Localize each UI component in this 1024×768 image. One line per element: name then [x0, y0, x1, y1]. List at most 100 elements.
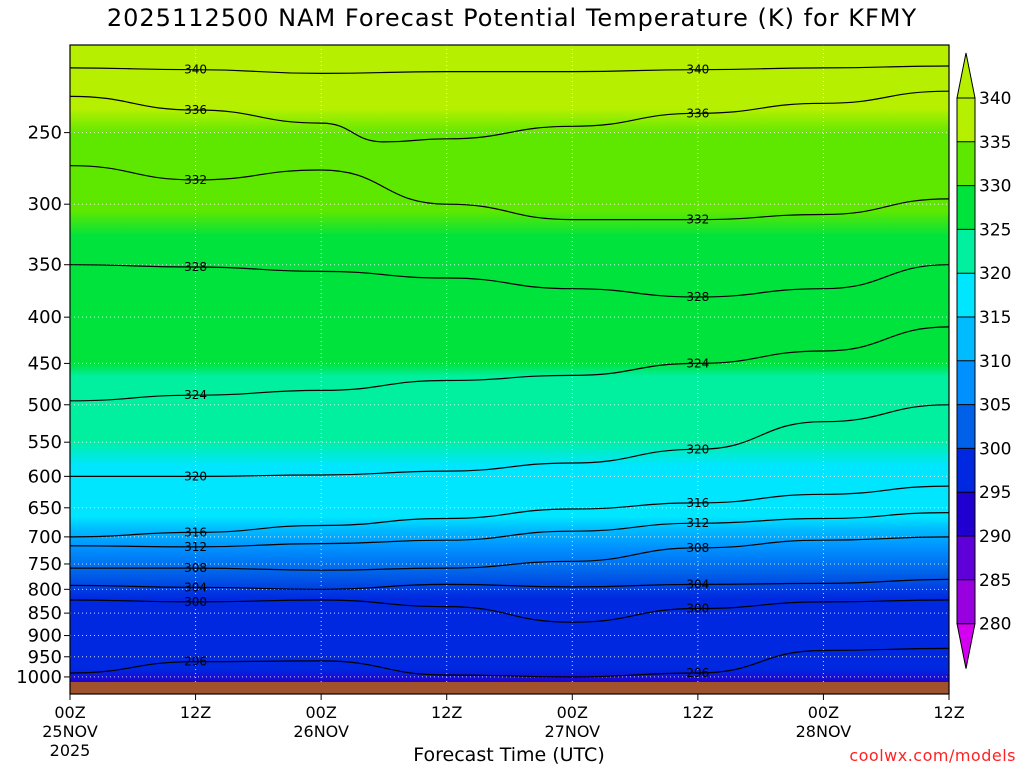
colorbar-label-305: 305 — [979, 396, 1011, 416]
contour-336 — [70, 90, 949, 143]
x-tick-label-0-2: 25NOV — [42, 722, 98, 741]
colorbar-swatch-6 — [957, 360, 975, 405]
contour-label-312-0: 312 — [184, 540, 207, 554]
x-tick-label-36-1: 12Z — [431, 703, 462, 722]
contours: 340 340 336 336 332 332 328 328 324 324 320 320 316 3… — [70, 63, 949, 680]
credit-text[interactable]: coolwx.com/models — [849, 746, 1016, 765]
colorbar-swatch-9 — [957, 492, 975, 536]
colorbar-label-310: 310 — [979, 352, 1011, 372]
x-tick-label-0-3: 2025 — [50, 741, 91, 760]
contour-312 — [70, 512, 949, 548]
contour-label-316-1: 316 — [686, 496, 709, 510]
contour-308 — [70, 536, 949, 571]
colorbar-cap-bottom — [956, 623, 976, 669]
y-tick-label-400: 400 — [28, 307, 62, 328]
y-tick-label-900: 900 — [28, 626, 62, 647]
contour-340 — [70, 65, 949, 75]
contour-316 — [70, 485, 949, 538]
x-tick-label-24-1: 00Z — [305, 703, 336, 722]
y-tick-label-750: 750 — [28, 554, 62, 575]
y-tick-label-550: 550 — [28, 432, 62, 453]
x-tick-label-84-1: 12Z — [933, 703, 964, 722]
x-tick-label-12-1: 12Z — [180, 703, 211, 722]
contour-label-320-1: 320 — [686, 442, 709, 456]
contour-label-332-0: 332 — [184, 173, 207, 187]
contour-label-312-1: 312 — [686, 516, 709, 530]
y-tick-label-1000: 1000 — [16, 667, 62, 688]
contour-label-328-1: 328 — [686, 290, 709, 304]
contour-label-308-0: 308 — [184, 561, 207, 575]
colorbar-swatch-0 — [957, 98, 975, 142]
colorbar-label-295: 295 — [979, 483, 1011, 503]
colorbar-label-315: 315 — [979, 308, 1011, 328]
contour-label-296-0: 296 — [184, 655, 207, 669]
contour-label-296-1: 296 — [686, 666, 709, 680]
colorbar-label-330: 330 — [979, 177, 1011, 197]
colorbar-swatch-5 — [957, 317, 975, 361]
colorbar-swatch-2 — [957, 185, 975, 230]
contour-332 — [70, 165, 949, 221]
contour-296 — [70, 647, 949, 678]
contour-324 — [70, 326, 949, 402]
contour-label-336-0: 336 — [184, 103, 207, 117]
colorbar-label-285: 285 — [979, 571, 1011, 591]
colorbar-cap-top — [956, 52, 976, 99]
y-tick-label-600: 600 — [28, 466, 62, 487]
contour-label-336-1: 336 — [686, 106, 709, 120]
x-tick-label-60-1: 12Z — [682, 703, 713, 722]
y-axis: 2503003504004505005506006507007508008509… — [16, 123, 70, 688]
contour-label-304-1: 304 — [686, 577, 709, 591]
contour-300 — [70, 599, 949, 623]
contour-label-320-0: 320 — [184, 469, 207, 483]
colorbar-label-335: 335 — [979, 133, 1011, 153]
contour-label-308-1: 308 — [686, 541, 709, 555]
x-axis-label-text: Forecast Time (UTC) — [413, 744, 605, 766]
colorbar-label-290: 290 — [979, 527, 1011, 547]
colorbar-swatch-3 — [957, 229, 975, 274]
colorbar-label-320: 320 — [979, 264, 1011, 284]
y-tick-label-700: 700 — [28, 527, 62, 548]
y-tick-label-350: 350 — [28, 255, 62, 276]
y-tick-label-950: 950 — [28, 647, 62, 668]
colorbar: 340 335 330 325 320 315 310 305 300 295 290 285 280 — [956, 52, 1011, 669]
colorbar-label-340: 340 — [979, 89, 1011, 109]
ground-strip — [70, 682, 949, 694]
contour-label-300-1: 300 — [686, 601, 709, 615]
grid — [69, 45, 950, 682]
chart-title: 2025112500 NAM Forecast Potential Temper… — [106, 4, 918, 32]
contour-label-328-0: 328 — [184, 260, 207, 274]
contour-label-324-0: 324 — [184, 388, 207, 402]
x-axis-label: Forecast Time (UTC) — [0, 744, 1024, 766]
plot-frame — [69, 44, 950, 695]
y-tick-label-850: 850 — [28, 603, 62, 624]
colorbar-swatch-7 — [957, 404, 975, 449]
contour-label-324-1: 324 — [686, 356, 709, 370]
colorbar-label-280: 280 — [979, 615, 1011, 635]
plot-area: 340 340 336 336 332 332 328 328 324 324 320 320 316 3… — [69, 44, 950, 695]
colorbar-swatch-8 — [957, 448, 975, 493]
colorbar-swatch-11 — [957, 579, 975, 624]
colorbar-swatch-1 — [957, 141, 975, 186]
contour-304 — [70, 578, 949, 590]
colorbar-label-325: 325 — [979, 220, 1011, 240]
contour-label-340-0: 340 — [184, 63, 207, 77]
x-tick-label-48-1: 00Z — [557, 703, 588, 722]
y-tick-label-650: 650 — [28, 498, 62, 519]
y-tick-label-500: 500 — [28, 395, 62, 416]
x-tick-label-24-2: 26NOV — [293, 722, 349, 741]
contour-label-304-0: 304 — [184, 580, 207, 594]
contour-label-340-1: 340 — [686, 63, 709, 77]
contour-328 — [70, 264, 949, 298]
x-tick-label-72-1: 00Z — [808, 703, 839, 722]
contour-label-300-0: 300 — [184, 595, 207, 609]
contour-label-332-1: 332 — [686, 213, 709, 227]
y-tick-label-800: 800 — [28, 579, 62, 600]
x-tick-label-48-2: 27NOV — [544, 722, 600, 741]
contour-320 — [70, 404, 949, 478]
colorbar-label-300: 300 — [979, 439, 1011, 459]
colorbar-swatch-10 — [957, 536, 975, 580]
x-tick-label-0-1: 00Z — [54, 703, 85, 722]
y-tick-label-450: 450 — [28, 353, 62, 374]
